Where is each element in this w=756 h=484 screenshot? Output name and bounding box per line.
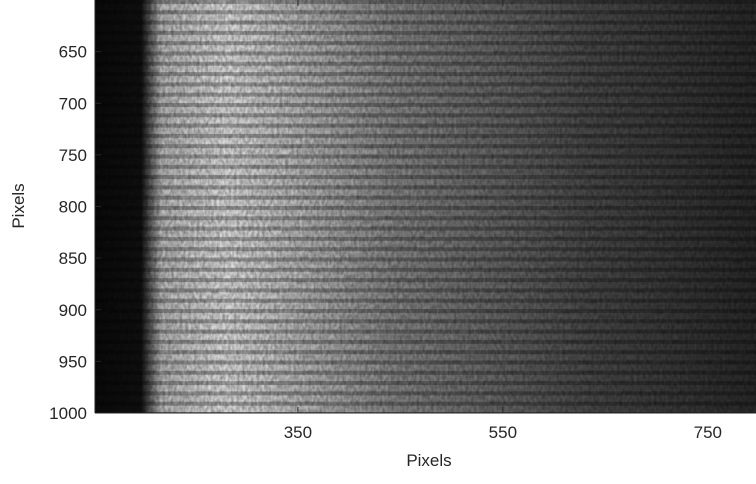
image — [95, 0, 756, 413]
x-tick-label: 350 — [284, 423, 312, 442]
y-tick-label: 1000 — [49, 404, 87, 423]
x-tick-label: 750 — [694, 423, 722, 442]
y-tick-label: 950 — [59, 352, 87, 371]
y-axis-label: Pixels — [9, 183, 28, 228]
y-tick-label: 900 — [59, 301, 87, 320]
y-tick-label: 850 — [59, 249, 87, 268]
y-tick-label: 700 — [59, 94, 87, 113]
x-tick-label: 550 — [489, 423, 517, 442]
y-tick-label: 750 — [59, 146, 87, 165]
y-tick-label: 650 — [59, 43, 87, 62]
y-tick-label: 800 — [59, 198, 87, 217]
chart: Pixels Pixels 650 700 750 800 850 900 950 1000 3… — [0, 0, 756, 479]
x-axis-label: Pixels — [406, 451, 451, 470]
